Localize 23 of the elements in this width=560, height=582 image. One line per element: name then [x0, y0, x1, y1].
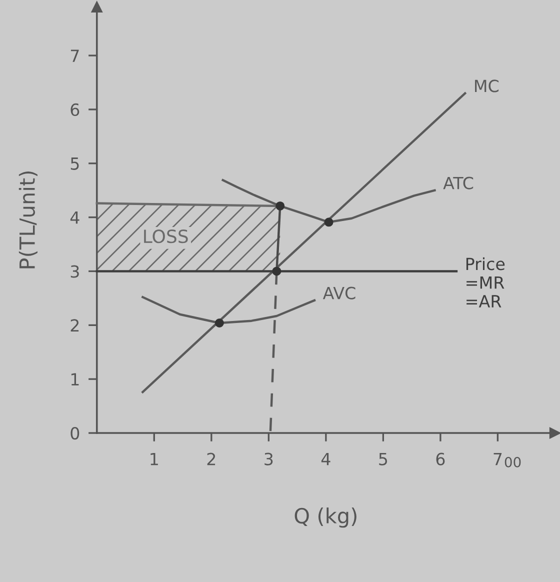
text: 00 — [504, 456, 521, 468]
y-tick-label: 0 — [70, 426, 80, 440]
y-axis-title: P(TL/unit) — [18, 172, 38, 268]
y-tick-label: 2 — [70, 319, 79, 332]
y-tick-label: 7 — [70, 50, 79, 62]
x-tick-label: 7 — [494, 452, 502, 466]
x-tick-label: 4 — [321, 452, 330, 466]
y-tick-label: 3 — [70, 265, 79, 278]
x-tick-label: 1 — [150, 452, 158, 466]
series-label: AVC — [322, 286, 356, 300]
x-tick-label: 6 — [436, 452, 445, 466]
y-tick-label: 6 — [70, 103, 80, 116]
x-tick-label: 3 — [264, 452, 273, 466]
series-label: MC — [475, 80, 499, 92]
y-tick-label: 5 — [70, 158, 79, 170]
series-label: LOSS — [144, 230, 188, 244]
y-tick-label: 1 — [71, 373, 79, 386]
y-tick-label: 4 — [70, 211, 80, 224]
series-label: ATC — [443, 176, 474, 190]
series-label: Price =MR =AR — [466, 257, 505, 308]
x-tick-label: 2 — [207, 452, 216, 466]
x-axis-title: Q (kg) — [294, 507, 356, 528]
x-tick-label: 5 — [379, 452, 388, 466]
